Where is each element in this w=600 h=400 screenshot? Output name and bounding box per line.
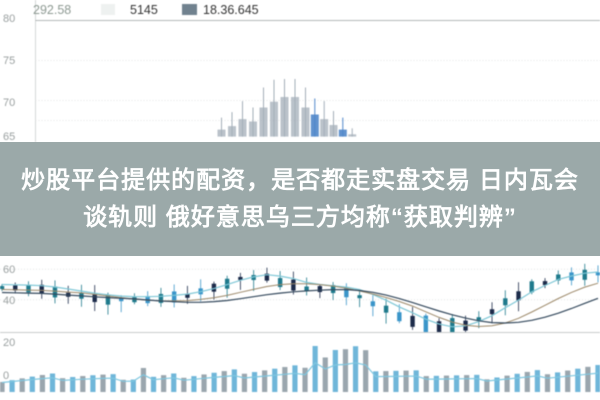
svg-text:75: 75 [3,55,15,67]
svg-text:18.36.645: 18.36.645 [203,3,259,17]
svg-text:5145: 5145 [130,3,158,17]
svg-text:65: 65 [3,131,15,142]
svg-text:60: 60 [3,264,15,276]
svg-text:20: 20 [3,337,15,349]
svg-text:40: 40 [3,295,15,307]
svg-text:292.58: 292.58 [33,3,71,17]
svg-text:80: 80 [3,13,15,25]
svg-text:70: 70 [3,97,15,109]
svg-text:0: 0 [3,370,9,382]
